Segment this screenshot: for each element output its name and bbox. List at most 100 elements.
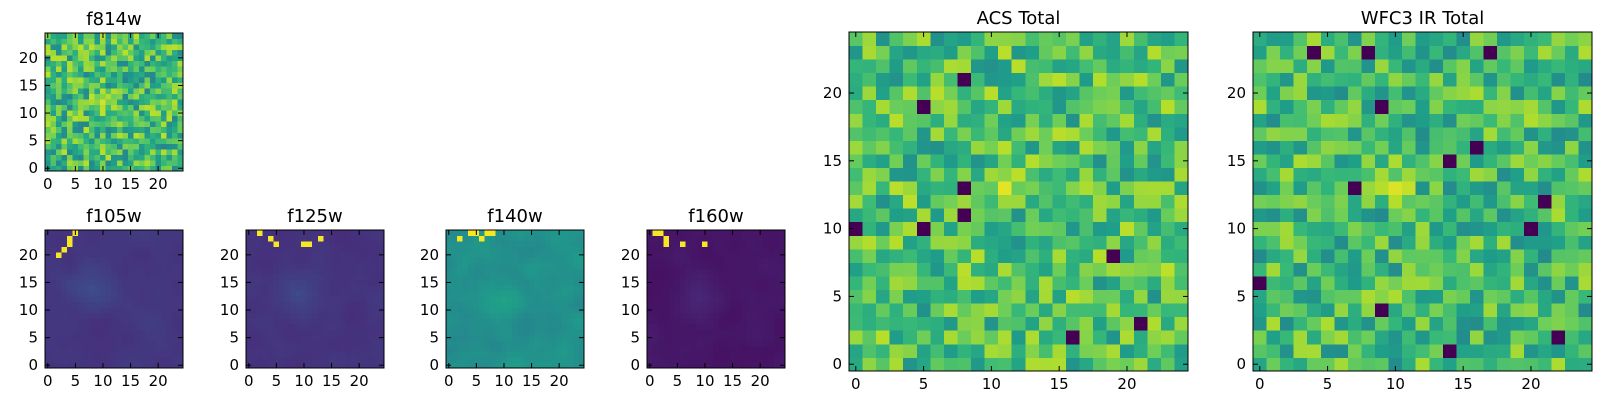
heatmap-cell	[768, 257, 775, 264]
heatmap-cell	[1456, 126, 1471, 141]
heatmap-cell	[916, 248, 931, 263]
heatmap-cell	[680, 351, 687, 358]
heatmap-cell	[1079, 208, 1094, 223]
heatmap-cell	[517, 257, 524, 264]
heatmap-cell	[273, 252, 280, 258]
heatmap-cell	[567, 290, 574, 297]
heatmap-cell	[122, 230, 129, 236]
heatmap-cell	[50, 318, 57, 325]
heatmap-cell	[663, 235, 670, 242]
heatmap-cell	[1280, 72, 1295, 87]
heatmap-cell	[517, 340, 524, 347]
heatmap-cell	[67, 55, 73, 61]
heatmap-cell	[696, 318, 703, 325]
heatmap-cell	[83, 44, 90, 50]
heatmap-cell	[1334, 316, 1349, 331]
heatmap-cell	[451, 241, 458, 247]
heatmap-cell	[779, 268, 786, 275]
heatmap-cell	[567, 296, 574, 303]
heatmap-cell	[1442, 45, 1457, 60]
heatmap-cell	[251, 307, 258, 314]
heatmap-cell	[1375, 113, 1389, 128]
heatmap-cell	[89, 104, 96, 111]
heatmap-cell	[1320, 167, 1335, 182]
heatmap-cell	[56, 126, 62, 133]
heatmap-cell	[462, 296, 469, 303]
heatmap-cell	[350, 312, 357, 319]
heatmap-cell	[1065, 59, 1080, 74]
heatmap-cell	[1293, 86, 1308, 101]
heatmap-cell	[94, 290, 101, 297]
heatmap-cell	[556, 274, 563, 281]
heatmap-cell	[122, 71, 129, 78]
heatmap-cell	[578, 351, 585, 358]
heatmap-cell	[122, 110, 129, 117]
heatmap-cell	[876, 32, 891, 46]
heatmap-cell	[72, 110, 79, 117]
heatmap-cell	[149, 334, 156, 341]
heatmap-cell	[1415, 262, 1430, 277]
heatmap-cell	[67, 296, 73, 303]
heatmap-cell	[246, 340, 252, 347]
heatmap-cell	[56, 301, 62, 308]
heatmap-cell	[495, 257, 502, 264]
heatmap-cell	[1038, 86, 1053, 101]
heatmap-cell	[94, 345, 101, 352]
heatmap-cell	[779, 257, 786, 264]
heatmap-cell	[56, 99, 62, 106]
heatmap-cell	[1093, 221, 1108, 236]
heatmap-cell	[1266, 221, 1281, 236]
heatmap-cell	[702, 334, 709, 341]
heatmap-cell	[257, 252, 263, 258]
heatmap-cell	[166, 285, 173, 292]
heatmap-cell	[669, 263, 675, 270]
heatmap-cell	[468, 318, 474, 325]
heatmap-cell	[45, 301, 51, 308]
heatmap-cell	[528, 307, 535, 314]
heatmap-cell	[1551, 45, 1566, 60]
heatmap-cell	[279, 263, 286, 270]
heatmap-cell	[479, 334, 486, 341]
heatmap-cell	[462, 323, 469, 330]
heatmap-cell	[572, 241, 579, 247]
heatmap-cell	[262, 296, 269, 303]
heatmap-cell	[334, 362, 341, 369]
heatmap-cell	[539, 351, 546, 358]
heatmap-cell	[45, 290, 51, 297]
heatmap-cell	[473, 268, 480, 275]
heatmap-cell	[334, 340, 341, 347]
x-tick-label: 20	[1117, 375, 1136, 393]
heatmap-cell	[943, 32, 958, 46]
heatmap-cell	[122, 77, 129, 84]
heatmap-cell	[658, 285, 664, 292]
heatmap-cell	[647, 246, 653, 253]
heatmap-cell	[262, 246, 269, 253]
heatmap-cell	[501, 257, 508, 264]
heatmap-cell	[751, 312, 758, 319]
heatmap-cell	[1106, 99, 1121, 114]
heatmap-cell	[127, 66, 134, 73]
heatmap-cell	[446, 235, 452, 242]
heatmap-cell	[78, 318, 85, 325]
heatmap-cell	[528, 329, 535, 336]
heatmap-cell	[100, 126, 107, 133]
heatmap-cell	[160, 334, 167, 341]
heatmap-cell	[484, 340, 491, 347]
heatmap-cell	[889, 181, 904, 196]
heatmap-cell	[290, 246, 297, 253]
heatmap-cell	[94, 307, 101, 314]
heatmap-cell	[998, 140, 1013, 155]
heatmap-cell	[479, 274, 486, 281]
y-tick-label: 15	[621, 273, 640, 291]
heatmap-cell	[1266, 276, 1281, 291]
heatmap-cell	[479, 290, 486, 297]
heatmap-cell	[317, 257, 324, 264]
heatmap-cell	[773, 285, 780, 292]
heatmap-cell	[177, 301, 184, 308]
heatmap-cell	[1524, 126, 1539, 141]
heatmap-cell	[1160, 72, 1175, 87]
heatmap-cell	[473, 351, 480, 358]
heatmap-cell	[1011, 45, 1026, 60]
heatmap-cell	[1551, 194, 1566, 209]
heatmap-cell	[350, 340, 357, 347]
